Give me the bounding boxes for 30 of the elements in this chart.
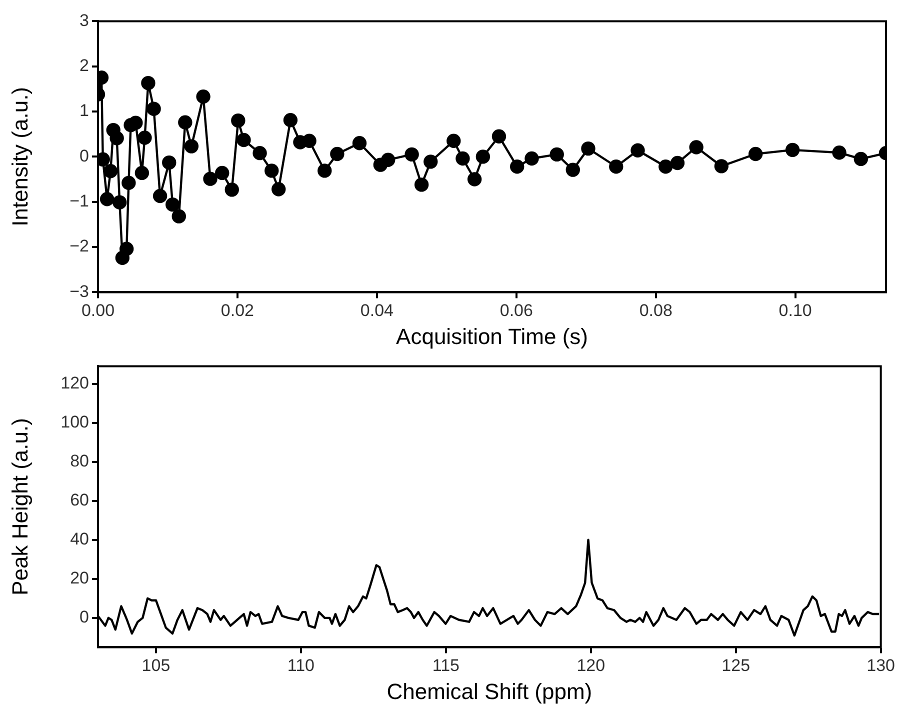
x-axis-title: Acquisition Time (s) — [396, 324, 588, 349]
x-tick-label: 0.00 — [81, 301, 115, 320]
x-tick-label: 125 — [722, 656, 750, 676]
x-tick-label: 0.02 — [220, 301, 254, 320]
x-axis-title: Chemical Shift (ppm) — [386, 678, 592, 704]
x-tick-label: 115 — [432, 656, 460, 676]
y-tick-label: 3 — [80, 10, 89, 30]
y-tick-label: −3 — [70, 282, 89, 301]
x-tick-label: 110 — [287, 656, 315, 676]
y-axis-title: Intensity (a.u.) — [7, 87, 32, 226]
y-tick-label: 0 — [80, 146, 89, 166]
y-axis-title: Peak Height (a.u.) — [7, 418, 32, 596]
y-tick-label: 80 — [70, 452, 89, 471]
y-tick-label: 1 — [80, 101, 89, 120]
x-tick-label: 105 — [142, 656, 170, 676]
y-tick-label: −2 — [70, 236, 89, 256]
y-tick-label: 20 — [70, 568, 89, 588]
x-tick-label: 0.08 — [639, 301, 672, 320]
x-tick-label: 0.04 — [360, 301, 394, 320]
y-tick-label: 120 — [60, 373, 89, 392]
y-tick-label: 2 — [80, 56, 89, 76]
x-tick-label: 120 — [576, 656, 606, 676]
x-tick-label: 0.10 — [778, 301, 812, 320]
y-tick-label: 100 — [60, 412, 89, 432]
y-tick-label: 60 — [70, 490, 89, 510]
y-tick-label: −1 — [70, 192, 89, 211]
y-tick-label: 40 — [70, 530, 89, 549]
x-tick-label: 130 — [866, 656, 896, 676]
x-tick-label: 0.06 — [500, 301, 533, 320]
y-tick-label: 0 — [80, 608, 89, 627]
